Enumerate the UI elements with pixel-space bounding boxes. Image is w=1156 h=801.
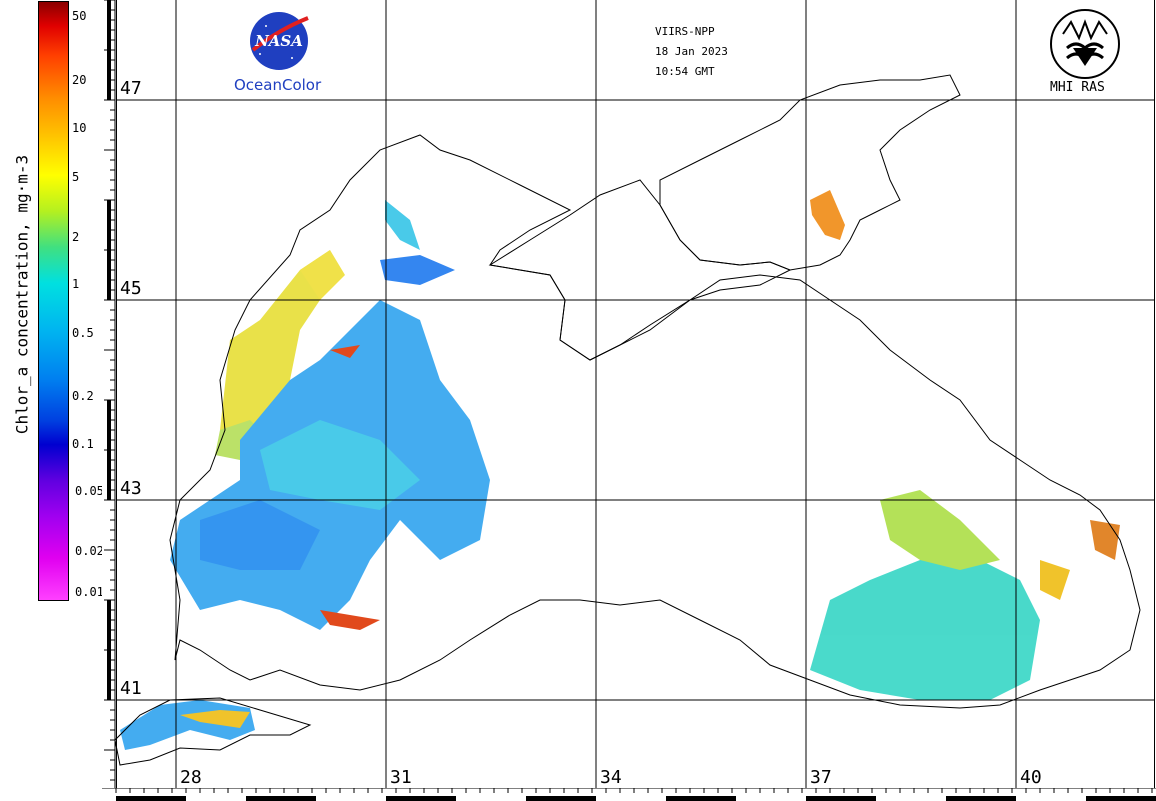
colorbar-label: 0.1 — [72, 437, 94, 451]
colorbar-label: 20 — [72, 73, 87, 87]
colorbar-label: 1 — [72, 277, 80, 291]
colorbar-label: 0.5 — [72, 326, 94, 340]
colorbar-label: 10 — [72, 121, 87, 135]
lat-lon-grid — [116, 0, 1155, 788]
acquisition-time: 10:54 GMT — [655, 65, 715, 78]
colorbar-label: 2 — [72, 230, 80, 244]
colorbar — [38, 1, 69, 601]
colorbar-label: 0.01 — [75, 585, 104, 599]
mhi-ras-label: MHI RAS — [1050, 80, 1105, 95]
acquisition-date: 18 Jan 2023 — [655, 45, 728, 58]
latitude-label: 43 — [120, 478, 142, 499]
latitude-label: 45 — [120, 278, 142, 299]
colorbar-label: 0.05 — [75, 484, 104, 498]
colorbar-label: 5 — [72, 170, 80, 184]
colorbar-label: 0.2 — [72, 389, 94, 403]
latitude-label: 47 — [120, 78, 142, 99]
longitude-label: 31 — [390, 767, 412, 788]
longitude-label: 37 — [810, 767, 832, 788]
map-frame — [116, 0, 1155, 788]
latitude-ruler — [102, 0, 116, 801]
colorbar-label: 0.02 — [75, 544, 104, 558]
longitude-label: 28 — [180, 767, 202, 788]
longitude-ruler — [102, 788, 1156, 801]
mhi-ras-logo-icon — [1050, 9, 1120, 79]
nasa-logo-icon: NASA — [250, 12, 309, 70]
oceancolor-label: OceanColor — [234, 76, 322, 94]
latitude-label: 41 — [120, 678, 142, 699]
chlorophyll-patches — [120, 190, 1120, 750]
longitude-label: 40 — [1020, 767, 1042, 788]
satellite-name: VIIRS-NPP — [655, 25, 715, 38]
nasa-logo-text: NASA — [254, 32, 303, 50]
coastline — [114, 74, 1141, 766]
longitude-label: 34 — [600, 767, 622, 788]
colorbar-label: 50 — [72, 9, 87, 23]
